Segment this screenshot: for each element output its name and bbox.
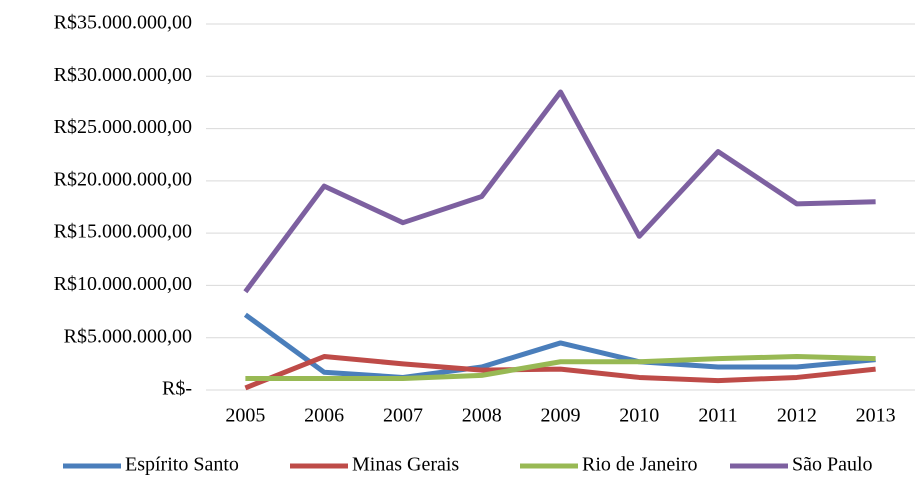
y-tick-label: R$35.000.000,00 <box>54 12 192 34</box>
y-tick-label: R$5.000.000,00 <box>64 325 192 347</box>
legend-label: Espírito Santo <box>125 454 239 476</box>
x-tick-label: 2006 <box>304 405 344 427</box>
x-tick-label: 2013 <box>856 405 896 427</box>
y-tick-label: R$30.000.000,00 <box>54 64 192 86</box>
y-tick-label: R$- <box>162 378 192 400</box>
x-tick-label: 2008 <box>462 405 502 427</box>
legend-label: Minas Gerais <box>352 454 459 476</box>
x-tick-label: 2007 <box>383 405 423 427</box>
series-line <box>243 312 876 380</box>
series-line <box>245 354 876 381</box>
x-tick-label: 2011 <box>698 405 737 427</box>
y-tick-label: R$15.000.000,00 <box>54 221 192 243</box>
x-tick-label: 2010 <box>619 405 659 427</box>
y-tick-label: R$25.000.000,00 <box>54 116 192 138</box>
y-tick-label: R$10.000.000,00 <box>54 273 192 295</box>
x-tick-label: 2009 <box>541 405 581 427</box>
x-tick-label: 2005 <box>225 405 265 427</box>
series-line <box>243 89 876 294</box>
x-tick-label: 2012 <box>777 405 817 427</box>
legend-label: São Paulo <box>792 454 873 476</box>
series-line <box>244 354 876 391</box>
legend-label: Rio de Janeiro <box>582 454 698 476</box>
y-tick-label: R$20.000.000,00 <box>54 168 192 190</box>
